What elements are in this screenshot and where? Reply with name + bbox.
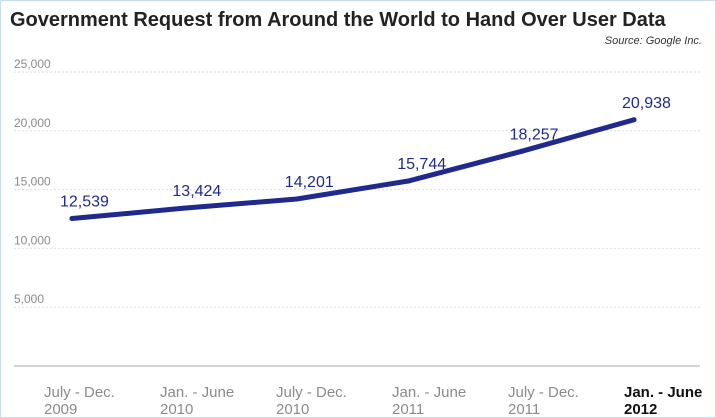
x-axis-labels: July - Dec. 2009 Jan. - June 2010 July - Dec… (44, 384, 702, 418)
y-axis-ticks: 5,000 10,000 15,000 20,000 25,000 (14, 57, 51, 306)
gridlines (14, 71, 700, 367)
chart-title: Government Request from Around the World… (10, 9, 667, 31)
y-tick-label: 10,000 (14, 233, 51, 247)
x-tick-label: July - Dec. 2011 (508, 384, 579, 418)
data-label: 18,257 (510, 126, 559, 143)
series-line-layer (69, 117, 637, 222)
series-line (69, 117, 637, 222)
y-tick-label: 20,000 (14, 116, 51, 130)
y-tick-label: 15,000 (14, 175, 51, 189)
data-label: 12,539 (60, 194, 109, 211)
x-tick-label: July - Dec. 2010 (276, 384, 347, 418)
data-point (294, 196, 300, 202)
data-point (631, 117, 637, 123)
y-tick-label: 25,000 (14, 57, 51, 71)
data-labels: 12,539 13,424 14,201 15,744 18,257 20,938 (60, 95, 671, 211)
data-point (181, 205, 187, 211)
x-tick-label: Jan. - June 2012 (624, 384, 702, 418)
y-tick-label: 5,000 (14, 292, 44, 306)
data-label: 20,938 (622, 95, 671, 112)
x-tick-label: Jan. - June 2011 (392, 384, 466, 418)
data-point (406, 178, 412, 184)
data-label: 13,424 (172, 183, 221, 200)
x-tick-label: Jan. - June 2010 (160, 384, 234, 418)
chart-source: Source: Google Inc. (605, 35, 702, 47)
data-point (69, 216, 75, 222)
data-label: 14,201 (285, 174, 334, 191)
data-point (519, 148, 525, 154)
x-tick-label: July - Dec. 2009 (44, 384, 115, 418)
data-label: 15,744 (397, 156, 446, 173)
